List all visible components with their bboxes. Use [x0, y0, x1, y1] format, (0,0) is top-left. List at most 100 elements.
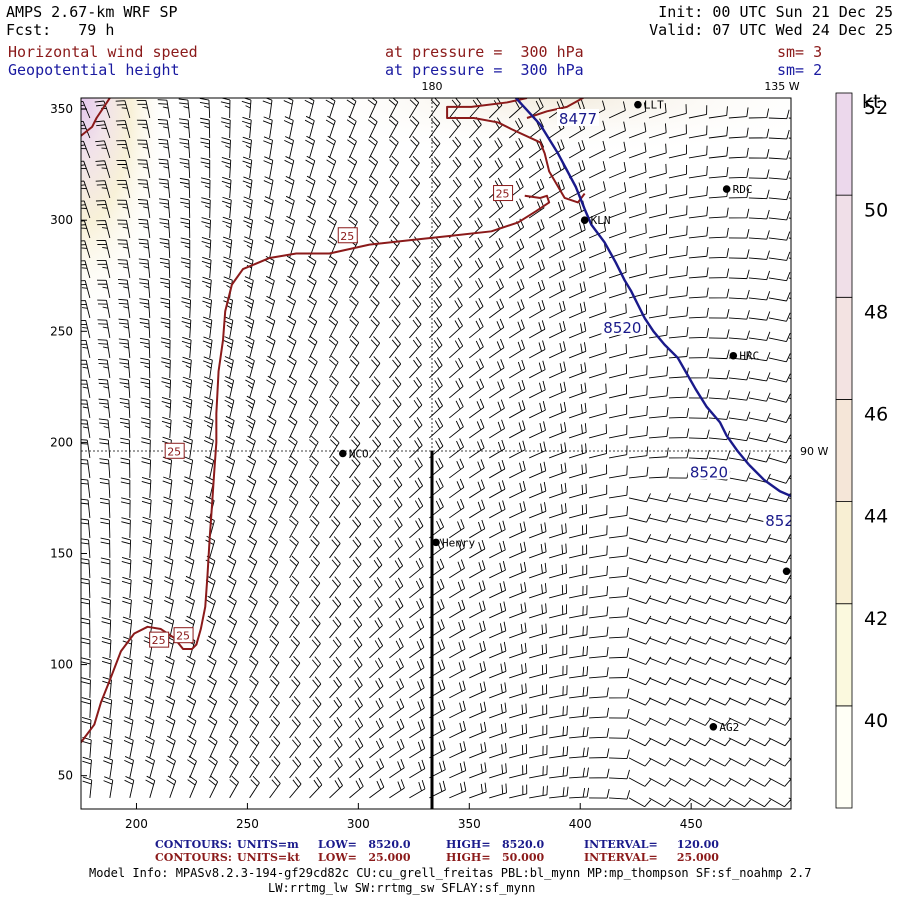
wind-barb-shape [528, 259, 545, 279]
wind-barb [96, 259, 111, 279]
wind-barb [569, 564, 588, 579]
wind-barb [489, 439, 506, 459]
wind-barb [429, 397, 443, 419]
wind-barb [688, 595, 712, 604]
wind-barb [788, 497, 791, 499]
wind-barb-shape [589, 788, 610, 799]
wind-barb [449, 781, 467, 799]
colorbar-segment [835, 399, 853, 502]
wind-barb-shape [668, 777, 692, 787]
wind-barb [548, 220, 566, 239]
wind-barb [325, 98, 336, 119]
wind-barb [528, 360, 546, 379]
wind-barb-shape [369, 396, 381, 419]
wind-barb [100, 557, 111, 578]
wind-barb [628, 345, 648, 359]
wind-barb [178, 98, 191, 119]
wind-barb [728, 636, 752, 645]
wind-barb-shape [98, 418, 111, 438]
wind-barb [285, 255, 296, 279]
wind-barb [158, 158, 171, 179]
wind-barb [688, 449, 710, 460]
wind-barb [728, 554, 751, 564]
wind-barb [628, 513, 651, 523]
wind-barb [648, 534, 672, 543]
wind-barb-shape [389, 738, 405, 759]
wind-barb-shape [728, 310, 750, 320]
wind-barb-shape [728, 289, 750, 300]
wind-barb-shape [469, 398, 485, 419]
wind-barb-shape [549, 503, 567, 519]
wind-barb-shape [489, 722, 507, 739]
wind-barb [389, 738, 405, 759]
wind-barb [788, 177, 791, 179]
wind-barb [728, 797, 752, 808]
wind-barb-shape [329, 496, 341, 519]
wind-barb-shape [267, 475, 278, 499]
wind-barb-shape [81, 220, 91, 239]
wind-barb-shape [668, 595, 692, 604]
contours-height-interval: INTERVAL= 120.00 [584, 838, 719, 851]
wind-barb-shape [202, 276, 212, 299]
wind-barb-shape [628, 595, 652, 604]
wind-barb-shape [248, 655, 259, 679]
wind-barb-shape [369, 657, 384, 679]
wind-barb [668, 428, 690, 439]
lon-label-180: 180 [422, 80, 443, 93]
wind-speed-contour-line [526, 98, 585, 119]
wind-barb-shape [329, 777, 343, 799]
wind-barb [389, 456, 403, 479]
wind-barb [140, 417, 151, 438]
wind-barb [144, 676, 154, 698]
wind-barb [648, 285, 668, 299]
wind-barb [708, 757, 732, 767]
wind-barb-shape [137, 159, 151, 179]
wind-barb [788, 657, 791, 660]
wind-barb [469, 681, 487, 699]
wind-barb [200, 177, 211, 198]
wind-barb [284, 195, 295, 219]
wind-barb-shape [768, 251, 791, 261]
wind-barb [708, 493, 731, 503]
wind-barb [221, 157, 232, 179]
wind-barb [628, 534, 652, 543]
wind-barb-shape [748, 717, 772, 726]
wind-barb [568, 180, 586, 199]
wind-barb [305, 195, 316, 219]
wind-barb-shape [728, 371, 751, 381]
wind-barb-shape [569, 645, 588, 659]
wind-barb [708, 513, 731, 523]
wind-barb-shape [449, 761, 467, 779]
wind-barb [228, 695, 239, 719]
y-tick-label: 100 [50, 658, 73, 672]
wind-barb [183, 436, 193, 459]
wind-barb [609, 749, 630, 760]
colorbar-unit: kt [862, 91, 880, 113]
wind-barb-shape [528, 239, 545, 259]
wind-barb-shape [688, 247, 709, 259]
wind-barb [648, 493, 671, 503]
wind-barb [369, 697, 384, 719]
wind-barb-shape [469, 418, 485, 439]
wind-barb-shape [608, 222, 627, 239]
speed-label-box [164, 442, 185, 459]
wind-barb [226, 535, 237, 559]
wind-barb-shape [768, 129, 790, 140]
wind-barb [628, 142, 647, 159]
wind-barb [728, 452, 751, 462]
wind-barb [688, 697, 712, 706]
wind-barb [668, 574, 692, 584]
wind-barb-shape [508, 380, 526, 399]
wind-barb-shape [262, 116, 273, 139]
colorbar-segment [835, 194, 853, 298]
wind-barb-shape [409, 537, 424, 559]
wind-barb-shape [349, 717, 364, 739]
wind-barb-shape [123, 676, 133, 698]
wind-barb [549, 563, 567, 579]
wind-barb-shape [124, 775, 135, 798]
wind-barb-shape [449, 700, 466, 719]
colorbar-label: 48 [864, 301, 888, 323]
wind-barb [768, 574, 791, 584]
wind-barb [165, 735, 176, 759]
